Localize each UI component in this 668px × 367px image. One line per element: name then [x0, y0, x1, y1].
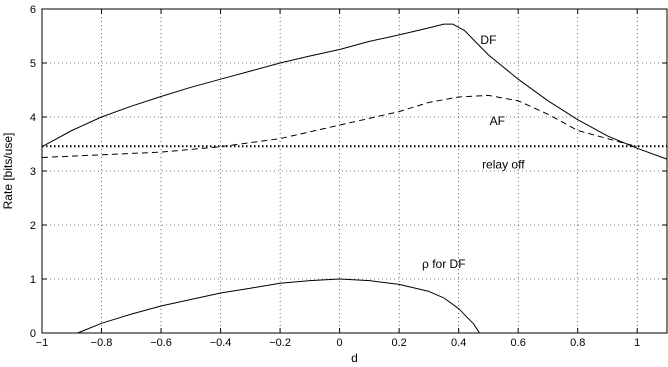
grid: [42, 9, 667, 333]
y-tick-label: 6: [30, 4, 36, 16]
x-tick-label: −0.6: [150, 337, 172, 349]
series-annotation: relay off: [482, 157, 525, 171]
series-line-df: [41, 23, 668, 160]
series-line-af: [41, 94, 638, 158]
y-tick-label: 4: [30, 112, 36, 124]
x-tick-label: 0: [337, 337, 343, 349]
y-tick-label: 0: [30, 328, 36, 340]
y-tick-label: 1: [30, 274, 36, 286]
x-tick-label: −0.8: [91, 337, 113, 349]
annotations-group: DF AF relay off ρ for DF: [422, 33, 525, 271]
x-tick-label: −0.4: [210, 337, 232, 349]
series-group: [41, 23, 668, 334]
x-tick-label: 1: [634, 337, 640, 349]
x-tick-label: 0.2: [391, 337, 406, 349]
x-tick-label: 0.4: [451, 337, 466, 349]
x-tick-label: 0.6: [511, 337, 526, 349]
x-tick-label: −0.2: [269, 337, 291, 349]
x-axis-label: d: [351, 351, 358, 365]
x-tick-label: −1: [36, 337, 49, 349]
ticks-group: −1 −0.8 −0.6 −0.4 −0.2 0 0.2 0.4 0.6 0.8 1 0 1 2 3 4 5 6: [30, 4, 667, 349]
series-annotation: ρ for DF: [422, 257, 466, 271]
series-annotation: DF: [480, 33, 496, 47]
series-line-for-df: [77, 278, 480, 334]
y-tick-label: 2: [30, 220, 36, 232]
y-tick-label: 3: [30, 166, 36, 178]
y-axis-label: Rate [bits/use]: [1, 133, 15, 210]
series-annotation: AF: [490, 114, 505, 128]
y-tick-label: 5: [30, 58, 36, 70]
x-tick-label: 0.8: [570, 337, 585, 349]
